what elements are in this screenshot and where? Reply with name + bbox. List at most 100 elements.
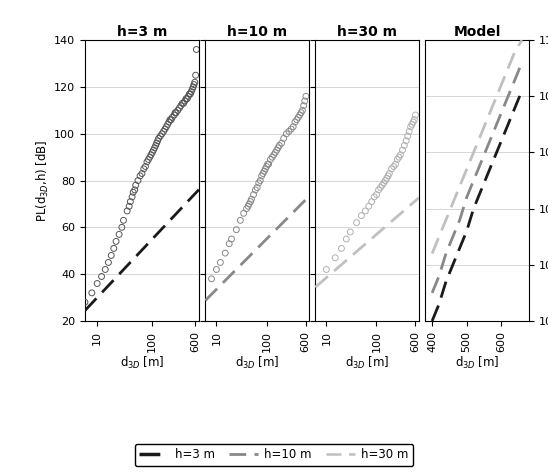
Point — [408, 121, 416, 128]
Point — [245, 200, 254, 208]
Point — [277, 139, 286, 147]
Point — [295, 111, 304, 119]
Point — [296, 109, 305, 117]
Point — [396, 151, 405, 159]
Point — [409, 118, 418, 126]
Point — [405, 127, 414, 135]
Point — [298, 107, 307, 114]
Point — [381, 177, 390, 184]
Point — [147, 151, 156, 159]
Title: Model: Model — [453, 25, 501, 39]
Point — [292, 116, 301, 124]
X-axis label: d$_{3D}$ [m]: d$_{3D}$ [m] — [455, 354, 499, 371]
Point — [154, 135, 163, 142]
Point — [244, 202, 253, 210]
Point — [180, 97, 189, 105]
Point — [403, 132, 412, 140]
Point — [357, 212, 366, 219]
Point — [189, 83, 197, 91]
Point — [163, 121, 172, 128]
Point — [191, 71, 200, 79]
Point — [123, 207, 132, 215]
Point — [290, 118, 299, 126]
Point — [383, 175, 391, 182]
Point — [282, 130, 291, 137]
Point — [331, 254, 340, 261]
Point — [145, 153, 154, 161]
Point — [294, 114, 302, 121]
Point — [384, 172, 392, 180]
Point — [172, 109, 180, 117]
Point — [232, 226, 241, 234]
Point — [395, 153, 403, 161]
Point — [115, 231, 123, 238]
Point — [161, 125, 169, 133]
Point — [402, 137, 410, 144]
Point — [128, 193, 136, 201]
Point — [385, 170, 393, 177]
Point — [346, 228, 355, 236]
Point — [406, 123, 415, 130]
Point — [216, 259, 225, 266]
Point — [97, 273, 106, 280]
Point — [376, 184, 385, 191]
Point — [184, 93, 193, 100]
Point — [322, 266, 331, 273]
Point — [167, 116, 175, 124]
Point — [159, 127, 168, 135]
Point — [126, 198, 135, 205]
Point — [187, 88, 196, 95]
Point — [398, 146, 407, 154]
Point — [153, 137, 162, 144]
Point — [119, 217, 128, 224]
Point — [411, 111, 420, 119]
Point — [151, 142, 160, 149]
Point — [271, 149, 279, 156]
Point — [264, 160, 273, 168]
Point — [389, 163, 398, 170]
Point — [374, 186, 383, 194]
Point — [275, 142, 284, 149]
Point — [81, 298, 89, 306]
Point — [164, 118, 173, 126]
Point — [207, 275, 216, 283]
Point — [173, 107, 182, 114]
Y-axis label: PL(d$_{3D}$,h) [dB]: PL(d$_{3D}$,h) [dB] — [35, 139, 52, 222]
Point — [239, 210, 248, 217]
Point — [256, 177, 265, 184]
Point — [156, 132, 165, 140]
Point — [342, 235, 351, 243]
Point — [190, 81, 198, 88]
Point — [301, 93, 310, 100]
Point — [242, 205, 251, 212]
Point — [270, 151, 278, 159]
Point — [170, 111, 179, 119]
Point — [352, 219, 361, 227]
Point — [262, 163, 271, 170]
Point — [152, 139, 161, 147]
Point — [247, 195, 256, 203]
Point — [188, 85, 197, 93]
Point — [182, 95, 191, 102]
Point — [138, 170, 146, 177]
Point — [378, 181, 386, 189]
Point — [171, 109, 180, 117]
Point — [178, 100, 187, 107]
Point — [370, 193, 379, 201]
Point — [88, 289, 96, 296]
Point — [183, 95, 192, 102]
Point — [259, 170, 267, 177]
Point — [289, 123, 298, 130]
Point — [192, 46, 201, 53]
Point — [144, 156, 153, 163]
X-axis label: d$_{3D}$ [m]: d$_{3D}$ [m] — [345, 354, 389, 371]
Point — [251, 186, 260, 194]
Point — [141, 163, 150, 170]
Point — [176, 102, 185, 110]
Point — [179, 100, 188, 107]
Point — [236, 217, 245, 224]
Point — [260, 168, 269, 175]
Point — [387, 165, 396, 173]
Point — [136, 172, 145, 180]
Point — [93, 280, 101, 287]
